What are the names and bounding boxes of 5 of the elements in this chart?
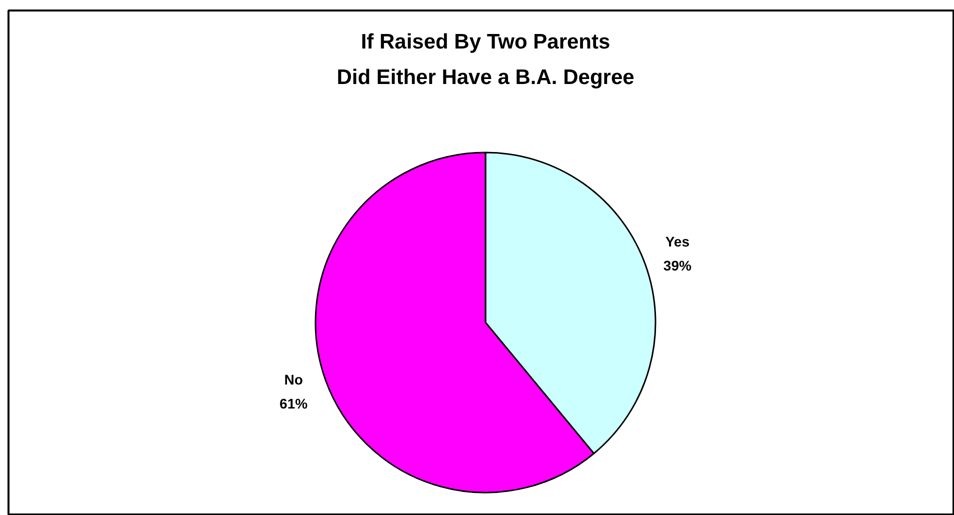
data-label: 39% <box>663 257 692 274</box>
chart-title: If Raised By Two Parents Did Either Have a B.A. Degree <box>336 30 634 90</box>
slice-label: No <box>284 372 303 388</box>
data-label: 61% <box>280 396 308 412</box>
slice-label: Yes <box>665 233 690 250</box>
